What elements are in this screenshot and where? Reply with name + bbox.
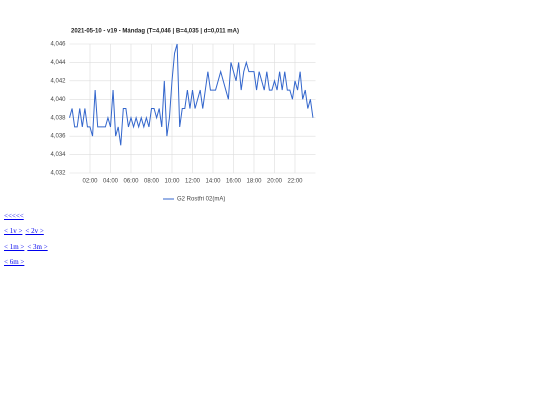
x-tick-label: 18:00 — [246, 179, 262, 185]
x-tick-label: 20:00 — [267, 179, 283, 185]
link[interactable]: < 6m > — [4, 258, 25, 267]
link[interactable]: <<<<< — [4, 212, 24, 220]
x-tick-label: 16:00 — [226, 179, 242, 185]
y-tick-label: 4,036 — [50, 134, 66, 140]
x-tick-label: 22:00 — [287, 179, 303, 185]
y-tick-label: 4,046 — [50, 42, 66, 48]
x-tick-label: 04:00 — [103, 179, 119, 185]
legend-label: G2 Rostfri 02(mA) — [177, 197, 225, 203]
y-tick-label: 4,038 — [50, 115, 66, 121]
y-tick-label: 4,044 — [50, 60, 66, 66]
nav-links: <<<<< < 1v > < 2v > < 1m > < 3m > < 6m > — [4, 212, 51, 274]
link[interactable]: < 3m > — [27, 242, 48, 251]
x-tick-label: 06:00 — [123, 179, 139, 185]
y-tick-label: 4,040 — [50, 97, 66, 103]
x-tick-label: 10:00 — [164, 179, 180, 185]
chart: 2021-05-10 - v19 - Mándag (T=4,046 | B=4… — [50, 29, 316, 203]
link[interactable]: < 2v > — [25, 227, 44, 236]
series-line — [69, 43, 314, 146]
x-tick-label: 12:00 — [185, 179, 201, 185]
chart-title: 2021-05-10 - v19 - Mándag (T=4,046 | B=4… — [71, 29, 239, 35]
link[interactable]: < 1v > — [4, 227, 23, 236]
x-tick-label: 14:00 — [205, 179, 221, 185]
x-tick-label: 02:00 — [82, 179, 98, 185]
y-tick-label: 4,032 — [50, 171, 66, 177]
y-tick-label: 4,034 — [50, 152, 66, 158]
x-tick-label: 08:00 — [144, 179, 160, 185]
link[interactable]: < 1m > — [4, 242, 25, 251]
y-tick-label: 4,042 — [50, 78, 66, 84]
